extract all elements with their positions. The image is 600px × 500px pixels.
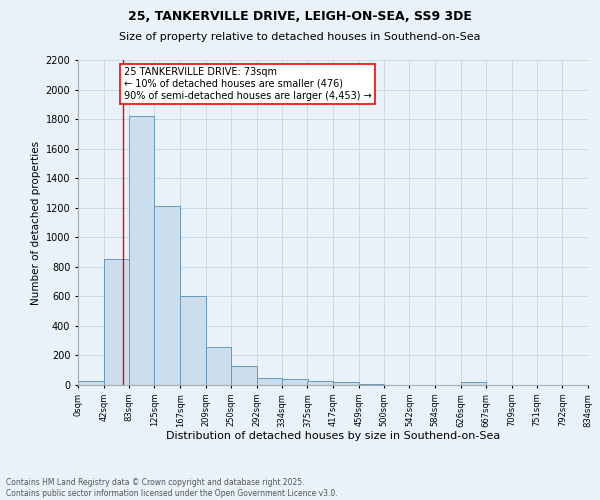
Bar (129, 116, 154, 385)
Bar (333, 382, 359, 385)
Bar (461, 382, 487, 385)
X-axis label: Distribution of detached houses by size in Southend-on-Sea: Distribution of detached houses by size … (166, 431, 500, 441)
Bar (154, 206, 180, 385)
Bar (180, 296, 206, 385)
Text: 25 TANKERVILLE DRIVE: 73sqm
← 10% of detached houses are smaller (476)
90% of se: 25 TANKERVILLE DRIVE: 73sqm ← 10% of det… (124, 68, 371, 100)
Bar (206, 346, 232, 385)
Bar (282, 379, 308, 385)
Bar (78, 382, 104, 385)
Bar (104, 260, 130, 385)
Bar (307, 380, 333, 385)
Text: Size of property relative to detached houses in Southend-on-Sea: Size of property relative to detached ho… (119, 32, 481, 42)
Text: Contains HM Land Registry data © Crown copyright and database right 2025.
Contai: Contains HM Land Registry data © Crown c… (6, 478, 338, 498)
Bar (231, 366, 257, 385)
Bar (359, 384, 385, 385)
Y-axis label: Number of detached properties: Number of detached properties (31, 140, 41, 304)
Text: 25, TANKERVILLE DRIVE, LEIGH-ON-SEA, SS9 3DE: 25, TANKERVILLE DRIVE, LEIGH-ON-SEA, SS9… (128, 10, 472, 23)
Bar (257, 378, 282, 385)
